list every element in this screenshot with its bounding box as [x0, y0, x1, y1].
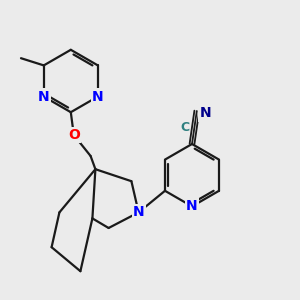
- Text: N: N: [38, 90, 50, 104]
- Text: N: N: [200, 106, 211, 120]
- Text: C: C: [180, 121, 189, 134]
- Text: N: N: [92, 90, 103, 104]
- Text: N: N: [133, 206, 144, 219]
- Text: O: O: [68, 128, 80, 142]
- Text: N: N: [186, 200, 198, 213]
